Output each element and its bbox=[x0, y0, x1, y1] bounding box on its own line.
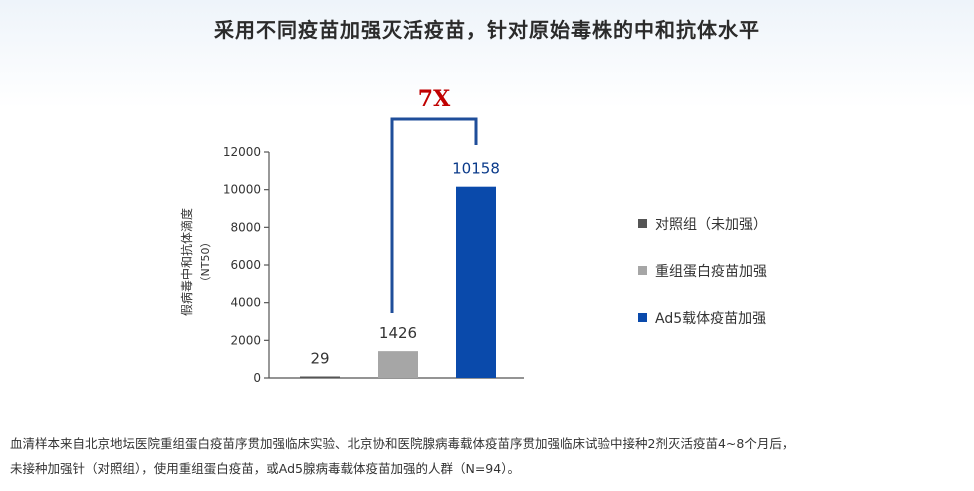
y-axis-title: 假病毒中和抗体滴度 （NT50） bbox=[179, 208, 212, 316]
legend-swatch bbox=[638, 219, 647, 228]
y-tick-label: 10000 bbox=[223, 183, 261, 197]
chart-title: 采用不同疫苗加强灭活疫苗，针对原始毒株的中和抗体水平 bbox=[214, 18, 760, 42]
bars: 29 1426 10158 bbox=[300, 160, 500, 378]
annotation-label: 7X bbox=[418, 86, 451, 112]
y-axis-label: 假病毒中和抗体滴度 bbox=[179, 208, 194, 316]
legend-item-control: 对照组（未加强） bbox=[638, 214, 767, 234]
bracket-line bbox=[390, 117, 478, 313]
data-label: 29 bbox=[310, 350, 329, 368]
bar bbox=[456, 186, 496, 378]
legend-swatch bbox=[638, 266, 647, 275]
legend-item-protein: 重组蛋白疫苗加强 bbox=[638, 261, 767, 281]
legend-label: 重组蛋白疫苗加强 bbox=[655, 264, 767, 280]
y-tick-label: 0 bbox=[253, 371, 261, 385]
y-tick-label: 12000 bbox=[223, 145, 261, 159]
legend-item-ad5: Ad5载体疫苗加强 bbox=[638, 308, 766, 328]
footnote-line: 血清样本来自北京地坛医院重组蛋白疫苗序贯加强临床实验、北京协和医院腺病毒载体疫苗… bbox=[10, 436, 795, 451]
bar bbox=[300, 376, 340, 378]
comparison-bracket: 7X bbox=[390, 86, 478, 313]
data-label: 1426 bbox=[379, 324, 417, 342]
legend-swatch bbox=[638, 313, 647, 322]
y-axis-unit: （NT50） bbox=[199, 237, 212, 288]
footnote-line: 未接种加强针（对照组），使用重组蛋白疫苗，或Ad5腺病毒载体疫苗加强的人群（N=… bbox=[10, 461, 520, 476]
y-tick-label: 6000 bbox=[230, 258, 261, 272]
bar bbox=[378, 351, 418, 378]
data-label: 10158 bbox=[452, 160, 500, 178]
y-tick-label: 2000 bbox=[230, 333, 261, 347]
y-tick-label: 8000 bbox=[230, 220, 261, 234]
legend-label: 对照组（未加强） bbox=[655, 217, 767, 233]
legend-label: Ad5载体疫苗加强 bbox=[655, 311, 767, 327]
y-tick-label: 4000 bbox=[230, 296, 261, 310]
footnote: 血清样本来自北京地坛医院重组蛋白疫苗序贯加强临床实验、北京协和医院腺病毒载体疫苗… bbox=[10, 431, 970, 481]
